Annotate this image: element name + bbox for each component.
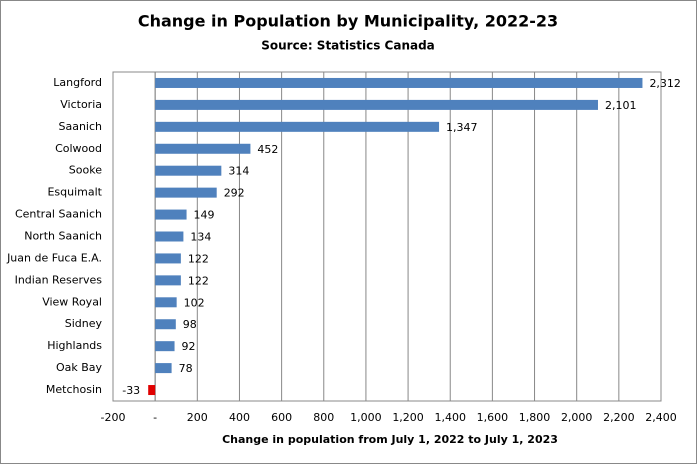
value-label: 102	[184, 296, 205, 309]
bar	[155, 341, 175, 352]
y-tick-label: Colwood	[55, 142, 102, 155]
bar	[155, 319, 176, 330]
value-label: 98	[183, 318, 197, 331]
bar	[155, 77, 643, 88]
y-tick-label: View Royal	[42, 295, 102, 308]
value-label: 292	[224, 187, 245, 200]
chart-subtitle: Source: Statistics Canada	[261, 39, 435, 53]
value-label: 2,312	[649, 77, 681, 90]
y-tick-label: Juan de Fuca E.A.	[6, 251, 102, 264]
bar	[155, 297, 177, 308]
y-tick-label: Sidney	[65, 317, 103, 330]
bar	[155, 143, 251, 154]
y-tick-label: Saanich	[58, 120, 102, 133]
value-label: 2,101	[605, 99, 637, 112]
x-tick-label: 600	[271, 411, 292, 424]
bar	[155, 253, 181, 264]
x-tick-label: 1,800	[519, 411, 551, 424]
y-tick-label: Sooke	[69, 164, 102, 177]
bar	[155, 209, 187, 220]
y-tick-label: Oak Bay	[56, 361, 103, 374]
bar	[155, 231, 184, 242]
value-label: 122	[188, 274, 209, 287]
value-label: 314	[228, 165, 249, 178]
value-label: 78	[179, 362, 193, 375]
x-tick-label: 800	[313, 411, 334, 424]
bar	[155, 363, 172, 374]
chart-title: Change in Population by Municipality, 20…	[138, 12, 558, 31]
x-tick-label: 1,600	[477, 411, 509, 424]
bar	[155, 165, 222, 176]
bar	[148, 385, 156, 396]
value-label: 92	[182, 340, 196, 353]
y-tick-label: Esquimalt	[47, 186, 102, 199]
value-label: 122	[188, 252, 209, 265]
x-axis-title: Change in population from July 1, 2022 t…	[222, 433, 558, 446]
y-tick-label: Central Saanich	[15, 208, 102, 221]
bar	[155, 187, 217, 198]
value-label: -33	[122, 384, 140, 397]
value-label: 134	[190, 231, 211, 244]
y-tick-label: Langford	[53, 76, 102, 89]
y-tick-label: Indian Reserves	[15, 273, 103, 286]
y-tick-label: Victoria	[60, 98, 102, 111]
y-tick-label: Metchosin	[46, 383, 102, 396]
x-tick-label: 200	[187, 411, 208, 424]
y-tick-label: Highlands	[47, 339, 102, 352]
x-tick-label: 1,000	[350, 411, 382, 424]
bar	[155, 275, 181, 286]
x-tick-label: -	[153, 411, 157, 424]
x-tick-label: -200	[101, 411, 126, 424]
bar	[155, 121, 440, 132]
value-label: 452	[257, 143, 278, 156]
x-tick-label: 1,400	[434, 411, 466, 424]
x-tick-label: 1,200	[392, 411, 424, 424]
y-tick-label: North Saanich	[24, 230, 102, 243]
plot-border	[112, 71, 662, 402]
x-tick-label: 2,200	[603, 411, 635, 424]
value-label: 149	[194, 209, 215, 222]
x-tick-label: 2,400	[645, 411, 677, 424]
bar	[155, 99, 598, 110]
value-label: 1,347	[446, 121, 478, 134]
x-tick-label: 2,000	[561, 411, 593, 424]
x-tick-label: 400	[229, 411, 250, 424]
